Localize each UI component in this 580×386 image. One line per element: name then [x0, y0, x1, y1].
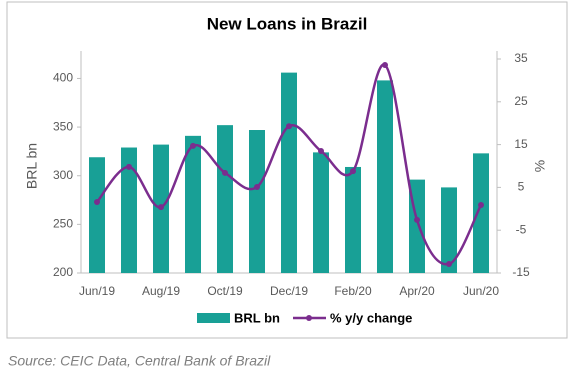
- line-marker: [350, 168, 356, 175]
- bar: [377, 80, 393, 274]
- y-tick-label: 400: [53, 71, 73, 85]
- legend-label: % y/y change: [330, 310, 412, 325]
- y-tick-label: 300: [53, 168, 73, 182]
- y2-tick-label: 15: [514, 137, 528, 151]
- x-tick-label: Oct/19: [207, 284, 243, 298]
- source-note: Source: CEIC Data, Central Bank of Brazi…: [8, 353, 271, 369]
- line-marker: [126, 163, 132, 170]
- line-marker: [190, 142, 196, 149]
- y-axis-label: BRL bn: [24, 143, 40, 189]
- line-marker: [254, 183, 260, 190]
- legend-label: BRL bn: [234, 310, 280, 325]
- y2-tick-label: 25: [514, 94, 528, 108]
- x-tick-label: Feb/20: [334, 284, 372, 298]
- bar: [185, 135, 201, 273]
- line-marker: [414, 216, 420, 223]
- line-marker: [446, 261, 452, 268]
- line-marker: [382, 61, 388, 68]
- bar: [249, 130, 265, 273]
- y2-tick-label: -15: [512, 265, 530, 279]
- line-marker: [158, 204, 164, 211]
- x-tick-label: Dec/19: [270, 284, 308, 298]
- bar: [313, 152, 329, 273]
- y-tick-label: 250: [53, 217, 73, 231]
- y-tick-label: 350: [53, 119, 73, 133]
- line-marker: [94, 198, 100, 205]
- bar: [89, 157, 105, 273]
- bar: [345, 166, 361, 273]
- y2-axis-label: %: [532, 160, 548, 172]
- y2-tick-label: 35: [514, 51, 528, 65]
- bar: [441, 187, 457, 273]
- y2-tick-label: -5: [516, 222, 527, 236]
- x-tick-label: Jun/19: [79, 284, 115, 298]
- bar: [121, 147, 137, 273]
- x-tick-label: Apr/20: [399, 284, 435, 298]
- line-marker: [478, 201, 484, 208]
- line-marker: [318, 148, 324, 155]
- y-tick-label: 200: [53, 265, 73, 279]
- bar: [281, 72, 297, 273]
- chart-title: New Loans in Brazil: [207, 14, 368, 33]
- line-marker: [222, 169, 228, 176]
- line-marker: [286, 123, 292, 130]
- bar: [217, 125, 233, 274]
- legend-swatch: [306, 315, 312, 321]
- y2-tick-label: 5: [518, 180, 525, 194]
- x-tick-label: Aug/19: [142, 284, 180, 298]
- legend-swatch: [197, 313, 230, 323]
- bar: [473, 153, 489, 273]
- x-tick-label: Jun/20: [463, 284, 499, 298]
